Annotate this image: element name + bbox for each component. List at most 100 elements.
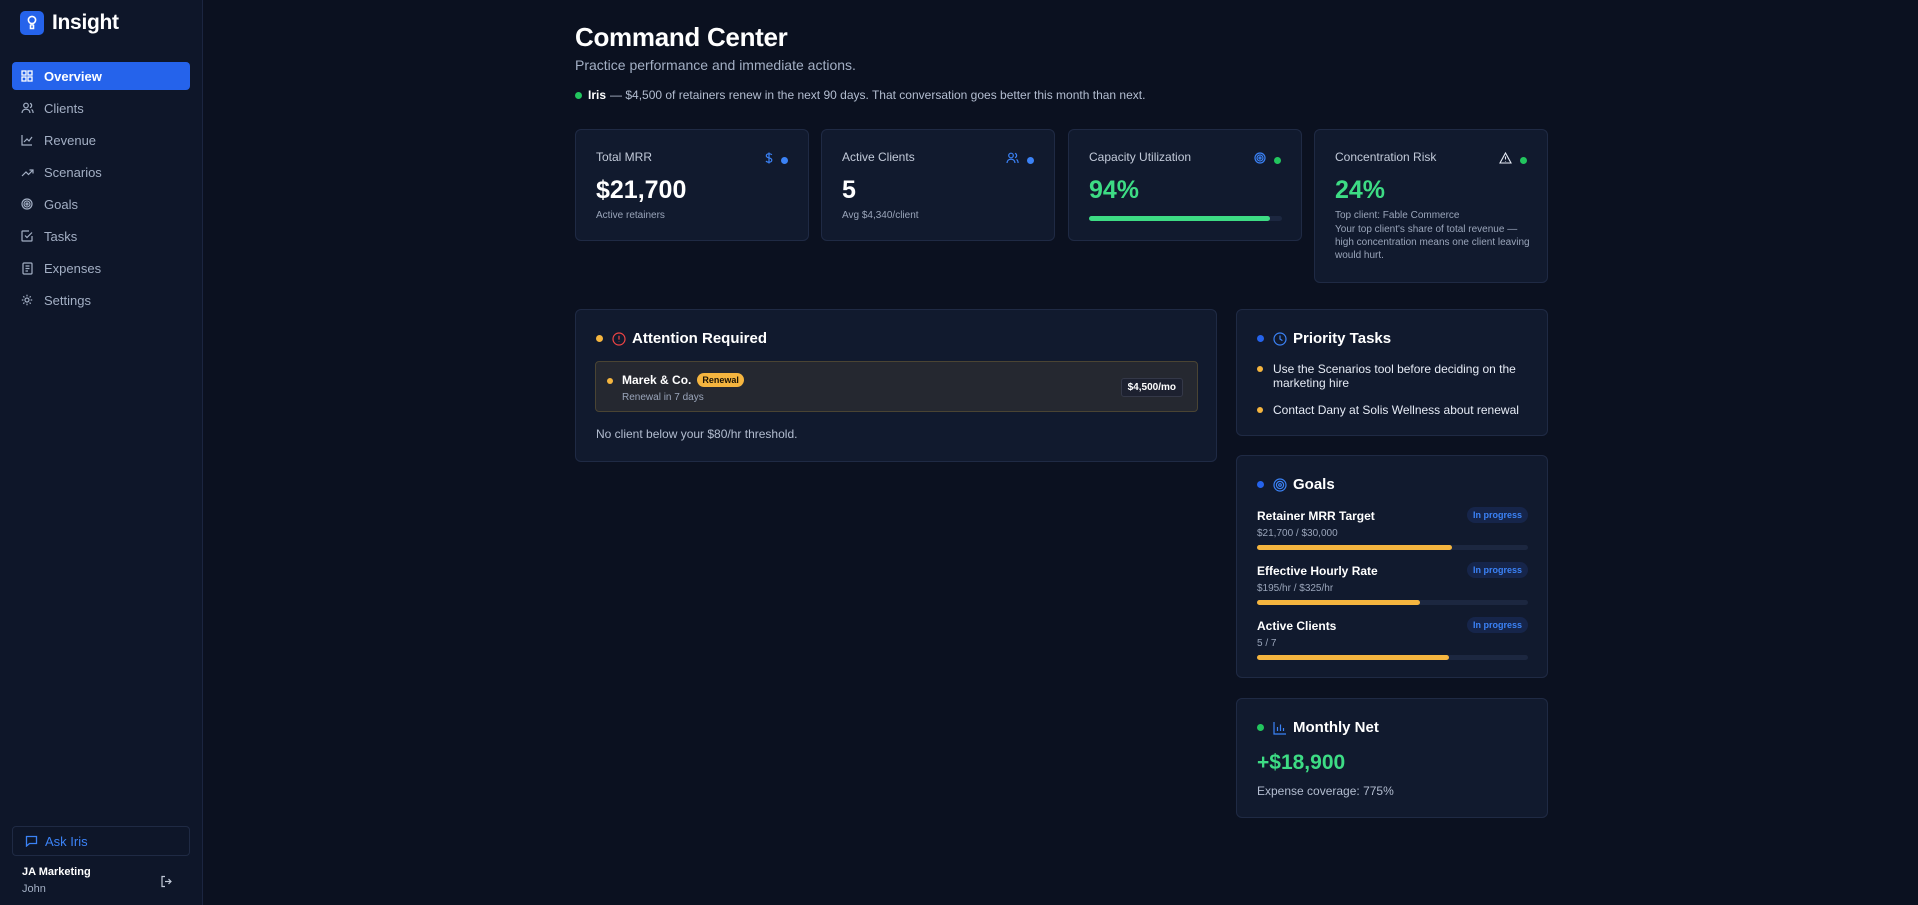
task-item[interactable]: Use the Scenarios tool before deciding o… — [1257, 362, 1527, 390]
status-dot — [575, 91, 582, 99]
sidebar-item-settings[interactable]: Settings — [12, 286, 190, 314]
sidebar-item-clients[interactable]: Clients — [12, 94, 190, 122]
gear-icon — [20, 293, 34, 307]
status-badge: In progress — [1466, 562, 1528, 578]
iris-notice: Iris — $4,500 of retainers renew in the … — [575, 88, 1145, 102]
dollar-icon — [765, 151, 773, 169]
status-dot — [596, 335, 603, 342]
kpi-label: Concentration Risk — [1335, 150, 1437, 164]
user-name: John — [22, 883, 46, 895]
sidebar-item-label: Overview — [44, 68, 102, 84]
section-title: Attention Required — [632, 330, 767, 347]
kpi-value: 5 — [842, 176, 856, 204]
user-org: JA Marketing — [22, 866, 91, 878]
section-title: Goals — [1293, 476, 1335, 493]
goals-card: Goals Retainer MRR Target $21,700 / $30,… — [1236, 455, 1548, 678]
attention-item[interactable]: Marek & Co. Renewal Renewal in 7 days $4… — [595, 361, 1198, 412]
section-header: Goals — [1257, 476, 1335, 493]
goal-item[interactable]: Retainer MRR Target $21,700 / $30,000 In… — [1257, 507, 1528, 550]
client-name-row: Marek & Co. Renewal — [622, 373, 744, 387]
goal-item[interactable]: Effective Hourly Rate $195/hr / $325/hr … — [1257, 562, 1528, 605]
sidebar-item-label: Clients — [44, 100, 84, 116]
capacity-progress-bar — [1089, 216, 1282, 221]
goal-name: Effective Hourly Rate — [1257, 564, 1378, 578]
threshold-note: No client below your $80/hr threshold. — [596, 427, 798, 441]
goal-value: $21,700 / $30,000 — [1257, 528, 1338, 539]
expense-coverage: Expense coverage: 775% — [1257, 784, 1394, 798]
goal-progress-fill — [1257, 545, 1453, 550]
goal-item[interactable]: Active Clients 5 / 7 In progress — [1257, 617, 1528, 660]
sidebar-item-goals[interactable]: Goals — [12, 190, 190, 218]
brand[interactable]: Insight — [20, 11, 119, 35]
target-icon — [1272, 477, 1287, 492]
task-text: Use the Scenarios tool before deciding o… — [1273, 362, 1516, 390]
sidebar-item-expenses[interactable]: Expenses — [12, 254, 190, 282]
section-header: Monthly Net — [1257, 719, 1379, 736]
net-value: +$18,900 — [1257, 751, 1346, 774]
capacity-progress-fill — [1089, 216, 1271, 221]
notice-name: Iris — [588, 88, 607, 102]
amount-badge: $4,500/mo — [1120, 378, 1183, 397]
kpi-icons — [1254, 151, 1281, 169]
kpi-description: Your top client's share of total revenue… — [1335, 224, 1530, 261]
kpi-label: Capacity Utilization — [1089, 150, 1192, 164]
kpi-icons — [765, 151, 788, 169]
kpi-card-risk: Concentration Risk 24% Top client: Fable… — [1314, 129, 1548, 283]
bar-chart-icon — [1272, 720, 1287, 735]
sidebar-item-label: Revenue — [44, 132, 97, 148]
kpi-sub: Avg $4,340/client — [842, 210, 919, 221]
kpi-value: $21,700 — [596, 176, 687, 204]
sidebar-item-revenue[interactable]: Revenue — [12, 126, 190, 154]
task-text: Contact Dany at Solis Wellness about ren… — [1273, 403, 1519, 417]
section-title: Priority Tasks — [1293, 330, 1392, 347]
user-profile: JA Marketing John — [22, 866, 91, 895]
status-dot — [1257, 724, 1264, 731]
kpi-card-mrr: Total MRR $21,700 Active retainers — [575, 129, 809, 241]
warning-icon — [1499, 151, 1512, 169]
logout-icon[interactable] — [160, 875, 174, 889]
kpi-sub: Top client: Fable Commerce — [1335, 210, 1460, 221]
status-dot — [607, 378, 613, 384]
goal-progress-bar — [1257, 655, 1528, 660]
sidebar-nav: Overview Clients Revenue Scenarios Goals — [12, 62, 190, 318]
goal-name: Active Clients — [1257, 619, 1337, 633]
status-dot — [1257, 366, 1263, 372]
status-dot — [1274, 156, 1281, 164]
renewal-meta: Renewal in 7 days — [622, 392, 704, 403]
status-dot — [1257, 335, 1264, 342]
task-item[interactable]: Contact Dany at Solis Wellness about ren… — [1257, 403, 1527, 417]
monthly-net-card: Monthly Net +$18,900 Expense coverage: 7… — [1236, 698, 1548, 818]
kpi-icons — [1006, 151, 1034, 169]
section-header: Attention Required — [596, 330, 767, 347]
sidebar-item-overview[interactable]: Overview — [12, 62, 190, 90]
kpi-card-capacity: Capacity Utilization 94% — [1068, 129, 1302, 241]
sidebar-item-label: Goals — [44, 196, 78, 212]
priority-tasks-card: Priority Tasks Use the Scenarios tool be… — [1236, 309, 1548, 436]
notice-text: — $4,500 of retainers renew in the next … — [610, 88, 1146, 102]
sidebar-item-scenarios[interactable]: Scenarios — [12, 158, 190, 186]
goal-value: $195/hr / $325/hr — [1257, 583, 1334, 594]
status-dot — [781, 156, 788, 164]
lightbulb-logo-icon — [20, 11, 44, 35]
alert-circle-icon — [611, 331, 626, 346]
attention-card: Attention Required Marek & Co. Renewal R… — [575, 309, 1217, 462]
goal-progress-fill — [1257, 600, 1420, 605]
sidebar-item-label: Scenarios — [44, 164, 102, 180]
status-badge: In progress — [1466, 617, 1528, 633]
clock-icon — [1272, 331, 1287, 346]
kpi-label: Active Clients — [842, 150, 915, 164]
ask-iris-button[interactable]: Ask Iris — [12, 826, 190, 856]
receipt-icon — [20, 261, 34, 275]
kpi-label: Total MRR — [596, 150, 653, 164]
line-chart-icon — [20, 133, 34, 147]
section-title: Monthly Net — [1293, 719, 1379, 736]
page-title: Command Center — [575, 22, 788, 52]
client-name: Marek & Co. — [622, 373, 692, 387]
sidebar: Insight Overview Clients Revenue Scenari… — [0, 0, 203, 905]
goal-progress-bar — [1257, 545, 1528, 550]
users-icon — [1006, 151, 1019, 169]
ask-iris-label: Ask Iris — [45, 833, 88, 849]
users-icon — [20, 101, 34, 115]
page-subtitle: Practice performance and immediate actio… — [575, 57, 856, 73]
sidebar-item-tasks[interactable]: Tasks — [12, 222, 190, 250]
